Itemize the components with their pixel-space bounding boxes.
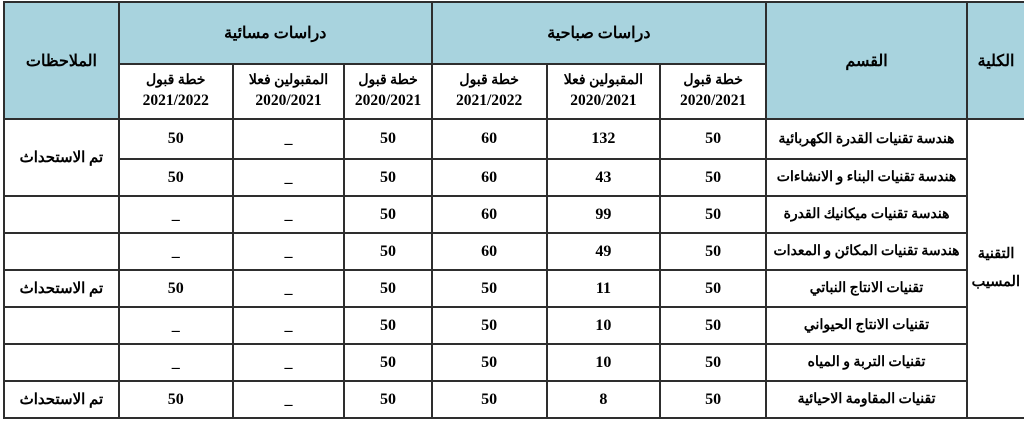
cell-department: هندسة تقنيات المكائن و المعدات: [764, 232, 969, 271]
cell-evening-plan-2021: _: [117, 343, 234, 382]
cell-evening-plan-2020: 50: [343, 232, 433, 271]
cell-evening-plan-2020: 50: [343, 380, 433, 419]
cell-morning-plan-2021: 50: [430, 269, 548, 308]
header-morning-plan-2020-2021: خطة قبول 2020/2021: [659, 63, 767, 120]
cell-morning-plan-2020: 50: [659, 232, 767, 271]
table-row: تقنيات الانتاج النباتي 50 11 50 50 _ 50 …: [3, 269, 1024, 308]
cell-morning-plan-2020: 50: [659, 195, 767, 234]
cell-evening-actual-2020: _: [231, 118, 346, 160]
table-row: تقنيات التربة و المياه 50 10 50 50 _ _: [3, 343, 1024, 382]
cell-evening-plan-2021: _: [117, 232, 234, 271]
cell-evening-actual-2020: _: [231, 195, 346, 234]
cell-evening-plan-2020: 50: [343, 306, 433, 345]
cell-evening-actual-2020: _: [231, 232, 346, 271]
cell-evening-actual-2020: _: [231, 269, 346, 308]
cell-morning-actual-2020: 10: [545, 306, 662, 345]
cell-morning-plan-2021: 60: [430, 158, 548, 197]
cell-notes: [3, 195, 120, 234]
cell-evening-plan-2021: _: [117, 306, 234, 345]
cell-department: تقنيات المقاومة الاحيائية: [764, 380, 969, 419]
cell-department: هندسة تقنيات القدرة الكهربائية: [764, 118, 969, 160]
cell-morning-actual-2020: 132: [545, 118, 662, 160]
cell-notes: [3, 306, 120, 345]
header-college: الكلية: [966, 1, 1024, 120]
header-morning-plan-2021-2022: خطة قبول 2021/2022: [430, 63, 548, 120]
table-row: التقنية المسيب هندسة تقنيات القدرة الكهر…: [3, 118, 1024, 419]
cell-evening-actual-2020: _: [231, 306, 346, 345]
cell-morning-plan-2020: 50: [659, 158, 767, 197]
cell-notes: [3, 232, 120, 271]
cell-notes: تم الاستحداث: [3, 118, 120, 197]
cell-evening-plan-2021: 50: [117, 158, 234, 197]
subheader-label: المقبولين فعلا: [563, 72, 644, 88]
subheader-label: المقبولين فعلا: [248, 72, 329, 88]
subheader-label: خطة قبول: [683, 72, 743, 88]
cell-morning-actual-2020: 49: [545, 232, 662, 271]
cell-morning-actual-2020: 99: [545, 195, 662, 234]
admissions-table: الكلية القسم دراسات صباحية دراسات مسائية…: [3, 1, 1024, 419]
cell-department: تقنيات التربة و المياه: [764, 343, 969, 382]
cell-morning-plan-2020: 50: [659, 118, 767, 160]
cell-morning-plan-2020: 50: [659, 380, 767, 419]
subheader-year: 2021/2022: [455, 92, 523, 110]
subheader-label: خطة قبول: [358, 72, 418, 88]
subheader-year: 2020/2021: [679, 92, 747, 110]
cell-evening-actual-2020: _: [231, 158, 346, 197]
cell-morning-plan-2020: 50: [659, 269, 767, 308]
cell-department: تقنيات الانتاج النباتي: [764, 269, 969, 308]
header-evening-plan-2021-2022: خطة قبول 2021/2022: [117, 63, 234, 120]
cell-department: هندسة تقنيات ميكانيك القدرة: [764, 195, 969, 234]
subheader-label: خطة قبول: [146, 72, 206, 88]
subheader-year: 2020/2021: [570, 92, 637, 110]
cell-evening-plan-2020: 50: [343, 158, 433, 197]
header-evening-actual-2020-2021: المقبولين فعلا 2020/2021: [231, 63, 346, 120]
cell-morning-plan-2021: 60: [430, 232, 548, 271]
cell-college: التقنية المسيب: [966, 118, 1024, 419]
cell-evening-plan-2021: 50: [117, 118, 234, 160]
cell-morning-plan-2020: 50: [659, 306, 767, 345]
cell-morning-actual-2020: 8: [545, 380, 662, 419]
header-department: القسم: [764, 1, 969, 120]
cell-evening-plan-2021: 50: [117, 380, 234, 419]
cell-notes: تم الاستحداث: [3, 380, 120, 419]
header-morning-studies-group: دراسات صباحية: [430, 1, 767, 65]
cell-evening-actual-2020: _: [231, 380, 346, 419]
cell-morning-plan-2020: 50: [659, 343, 767, 382]
table-row: هندسة تقنيات ميكانيك القدرة 50 99 60 50 …: [3, 195, 1024, 234]
cell-notes: [3, 343, 120, 382]
cell-evening-plan-2020: 50: [343, 195, 433, 234]
header-evening-plan-2020-2021: خطة قبول 2020/2021: [343, 63, 433, 120]
table-row: تقنيات الانتاج الحيواني 50 10 50 50 _ _: [3, 306, 1024, 345]
table-row: هندسة تقنيات البناء و الانشاءات 50 43 60…: [4, 158, 1024, 197]
cell-department: تقنيات الانتاج الحيواني: [764, 306, 969, 345]
cell-evening-actual-2020: _: [231, 343, 346, 382]
cell-evening-plan-2021: 50: [117, 269, 234, 308]
cell-morning-plan-2021: 50: [430, 306, 548, 345]
cell-morning-plan-2021: 60: [430, 195, 548, 234]
table-row: تقنيات المقاومة الاحيائية 50 8 50 50 _ 5…: [3, 380, 1024, 419]
subheader-year: 2021/2022: [142, 92, 209, 110]
cell-department: هندسة تقنيات البناء و الانشاءات: [764, 158, 969, 197]
cell-evening-plan-2020: 50: [343, 343, 433, 382]
subheader-year: 2020/2021: [255, 92, 322, 110]
cell-morning-actual-2020: 43: [545, 158, 662, 197]
header-morning-actual-2020-2021: المقبولين فعلا 2020/2021: [545, 63, 662, 120]
cell-morning-plan-2021: 50: [430, 380, 548, 419]
table-row: هندسة تقنيات المكائن و المعدات 50 49 60 …: [3, 232, 1024, 271]
cell-morning-plan-2021: 60: [430, 118, 548, 160]
cell-morning-actual-2020: 11: [545, 269, 662, 308]
cell-evening-plan-2020: 50: [343, 269, 433, 308]
cell-morning-plan-2021: 50: [430, 343, 548, 382]
header-evening-studies-group: دراسات مسائية: [117, 1, 433, 65]
header-notes: الملاحظات: [3, 1, 120, 120]
subheader-year: 2020/2021: [354, 92, 422, 110]
cell-evening-plan-2021: _: [117, 195, 234, 234]
cell-notes: تم الاستحداث: [3, 269, 120, 308]
cell-evening-plan-2020: 50: [343, 118, 433, 160]
subheader-label: خطة قبول: [459, 72, 519, 88]
cell-morning-actual-2020: 10: [545, 343, 662, 382]
